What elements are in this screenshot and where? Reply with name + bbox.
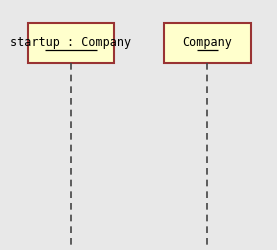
FancyBboxPatch shape	[27, 22, 114, 62]
FancyBboxPatch shape	[164, 22, 251, 62]
Text: startup : Company: startup : Company	[10, 36, 131, 49]
Text: Company: Company	[183, 36, 232, 49]
